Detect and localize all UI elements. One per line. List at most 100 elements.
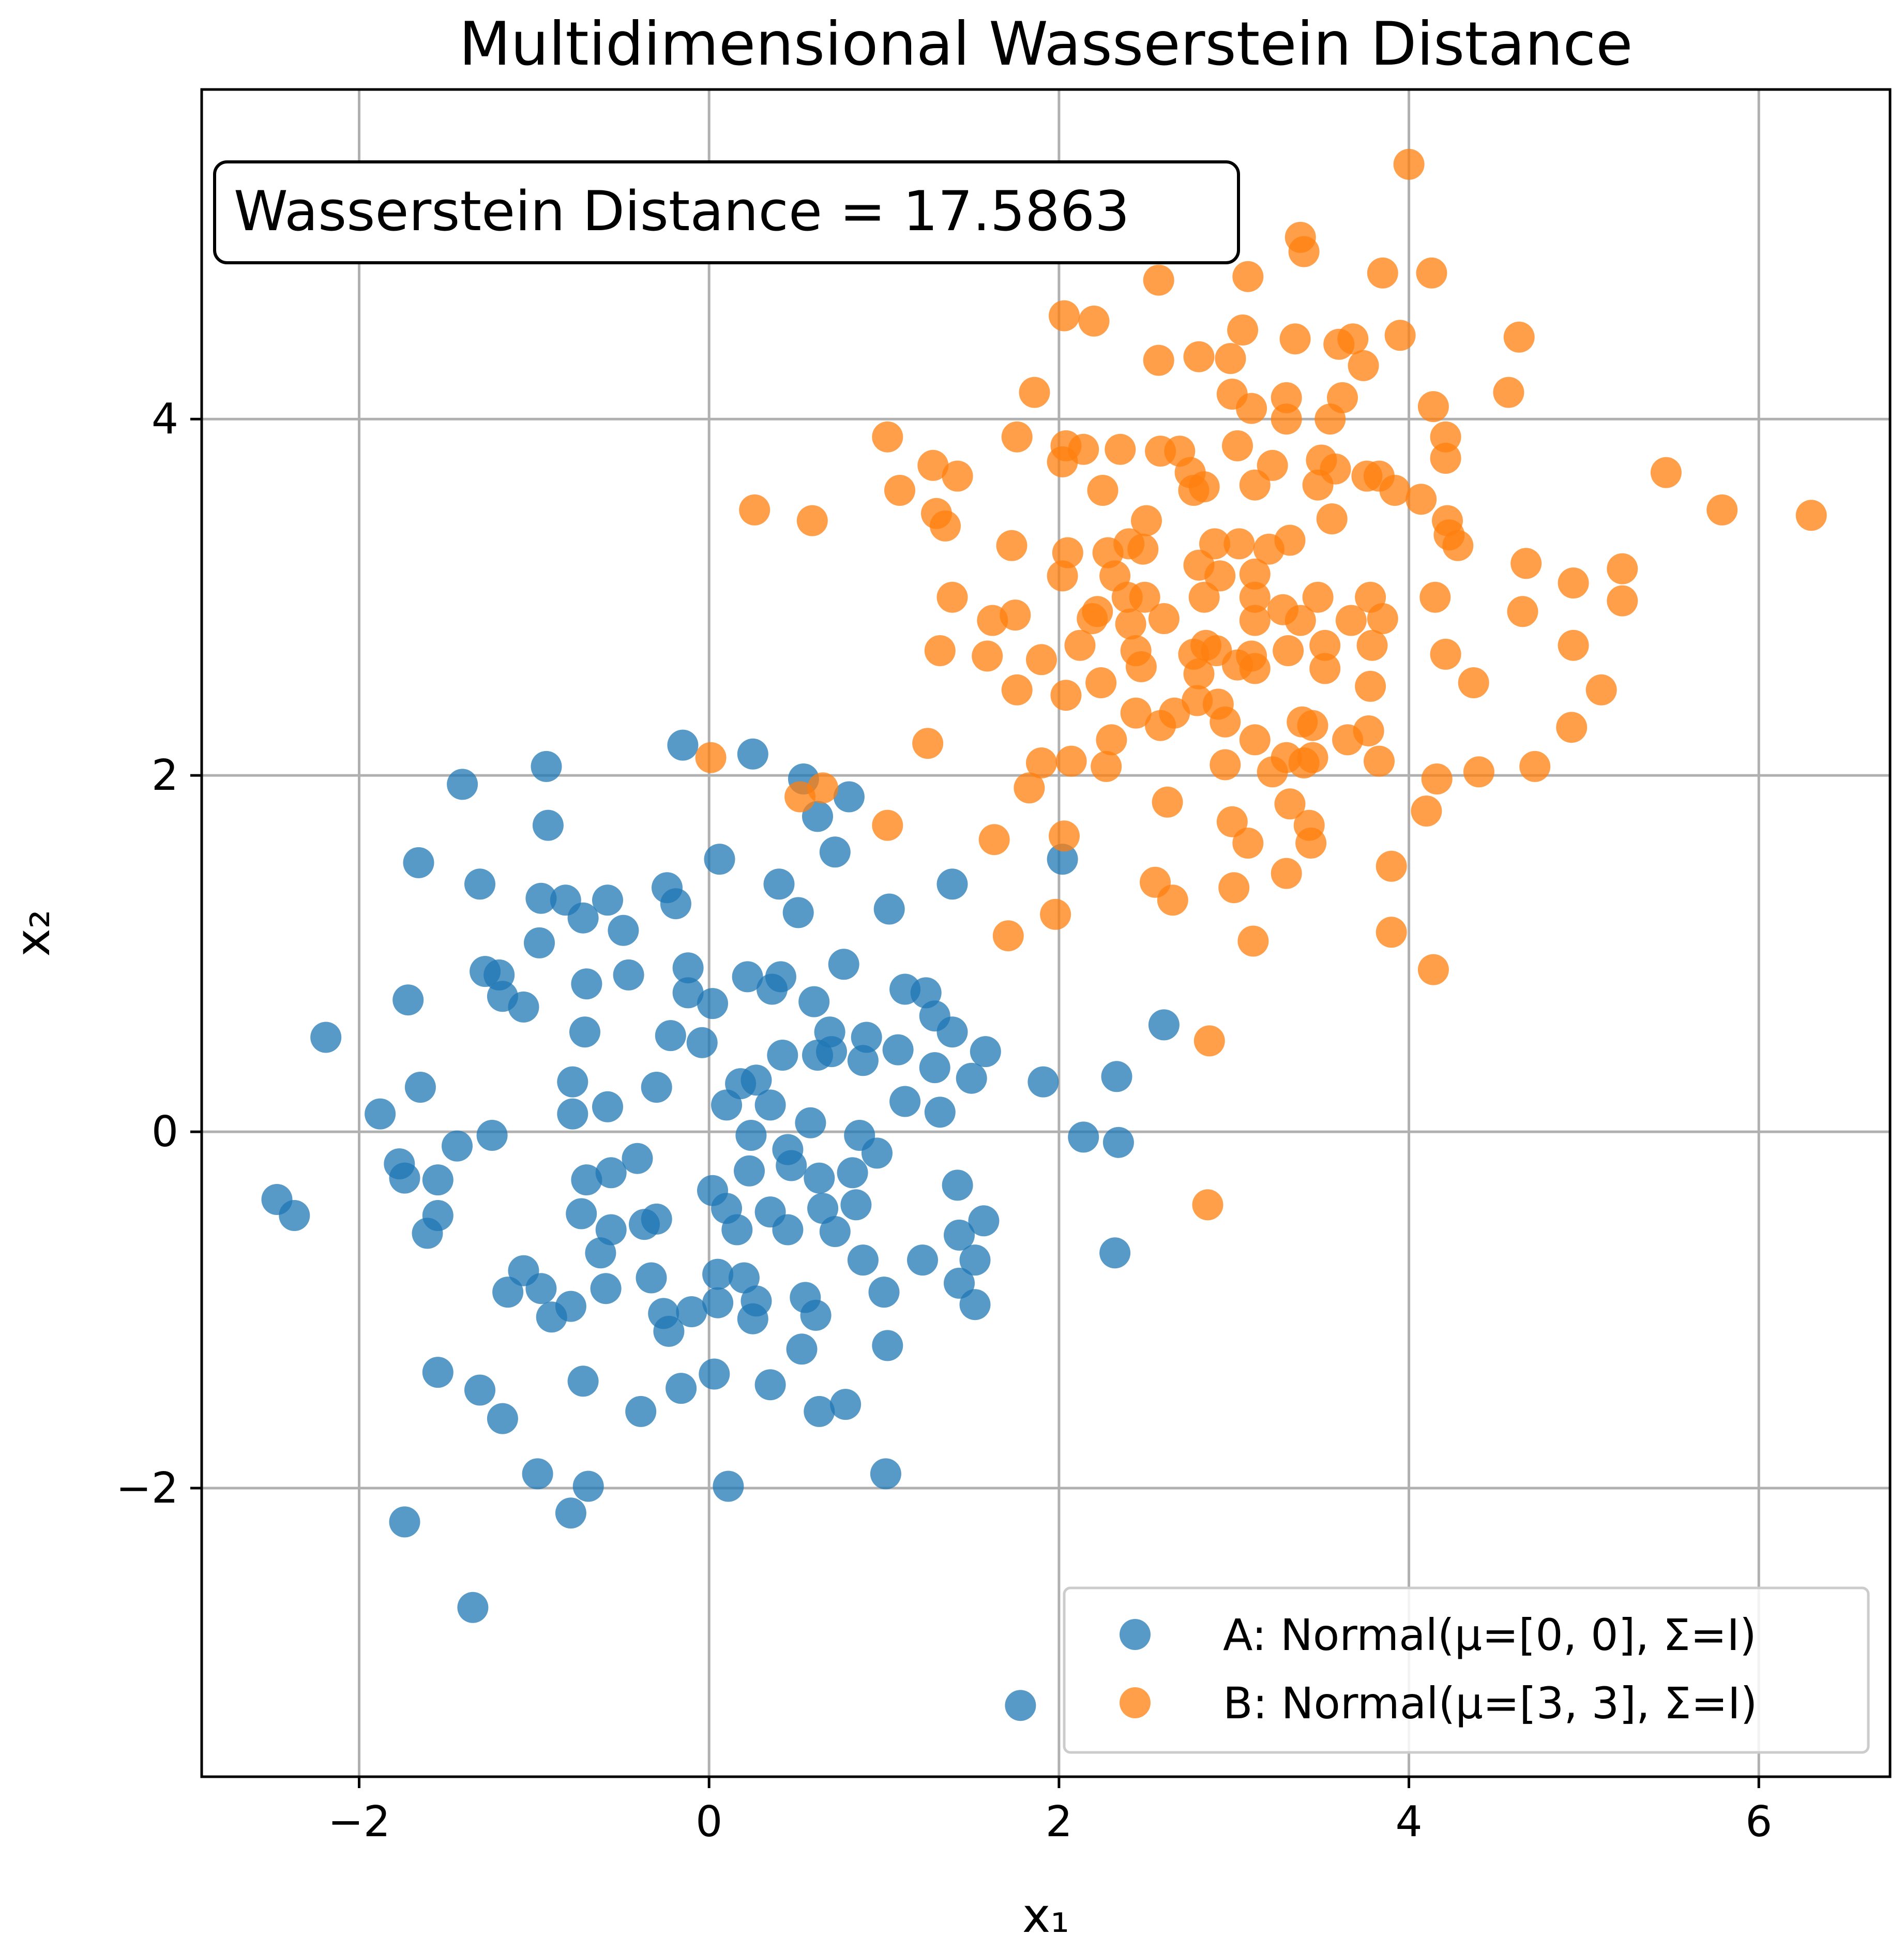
point-series-a	[702, 1258, 734, 1290]
point-series-b	[1237, 925, 1269, 957]
point-series-b	[1257, 756, 1288, 788]
point-series-a	[828, 949, 859, 980]
point-series-b	[912, 728, 944, 759]
point-series-a	[847, 1244, 879, 1276]
point-series-a	[1102, 1127, 1134, 1158]
point-series-b	[1239, 469, 1271, 501]
point-series-b	[1210, 706, 1241, 738]
point-series-a	[566, 1198, 597, 1229]
point-series-b	[942, 460, 973, 492]
point-series-a	[1047, 844, 1078, 875]
point-series-a	[557, 1098, 588, 1130]
point-series-b	[1127, 533, 1159, 565]
point-series-a	[833, 781, 865, 813]
point-series-a	[492, 1277, 524, 1308]
point-series-b	[807, 772, 839, 804]
point-series-b	[1047, 446, 1078, 477]
point-series-b	[1356, 629, 1388, 661]
point-series-b	[1271, 858, 1302, 889]
point-series-b	[1442, 530, 1474, 561]
point-series-a	[711, 1089, 742, 1121]
point-series-b	[1143, 344, 1174, 376]
point-series-a	[737, 1303, 768, 1334]
point-series-b	[992, 920, 1024, 952]
point-series-a	[936, 1016, 968, 1048]
point-series-b	[1239, 605, 1271, 636]
point-series-b	[1355, 670, 1386, 702]
point-series-a	[457, 1592, 489, 1623]
point-series-b	[1510, 548, 1542, 579]
point-series-a	[804, 1396, 835, 1427]
point-series-b	[1519, 751, 1551, 782]
point-series-b	[1458, 667, 1489, 698]
point-series-a	[525, 1273, 557, 1304]
point-series-b	[1421, 763, 1453, 794]
point-series-a	[873, 893, 905, 925]
y-tick-label: 4	[152, 395, 178, 444]
point-series-b	[1019, 377, 1050, 408]
point-series-b	[1050, 680, 1082, 711]
point-series-a	[721, 1214, 753, 1246]
point-series-a	[819, 1216, 851, 1247]
point-series-a	[572, 1471, 604, 1502]
data-points	[261, 148, 1827, 1721]
point-series-b	[1795, 500, 1827, 531]
point-series-a	[608, 914, 639, 946]
point-series-b	[1376, 917, 1407, 948]
point-series-a	[667, 729, 699, 761]
point-series-b	[1216, 806, 1248, 837]
point-series-a	[625, 1396, 657, 1427]
point-series-b	[1001, 421, 1033, 453]
point-series-b	[1129, 581, 1160, 613]
point-series-b	[872, 809, 903, 841]
point-series-b	[1297, 710, 1328, 741]
point-series-a	[592, 884, 623, 916]
point-series-a	[697, 988, 728, 1019]
point-series-b	[1183, 658, 1215, 689]
point-series-a	[525, 882, 557, 914]
point-series-a	[522, 1458, 553, 1490]
point-series-a	[907, 1244, 938, 1276]
point-series-b	[972, 640, 1003, 672]
plot-frame	[200, 88, 1892, 1778]
point-series-b	[1507, 596, 1538, 627]
point-series-a	[959, 1244, 991, 1276]
point-series-a	[782, 897, 814, 928]
point-series-a	[442, 1130, 473, 1162]
point-series-a	[622, 1143, 653, 1174]
point-series-a	[672, 977, 704, 1009]
point-series-a	[1099, 1237, 1131, 1269]
wasserstein-annotation: Wasserstein Distance = 17.5863	[213, 160, 1240, 264]
point-series-a	[555, 1497, 586, 1529]
legend-marker	[1120, 1619, 1151, 1650]
point-series-a	[392, 984, 424, 1016]
x-tick-label: 2	[1046, 1797, 1072, 1847]
point-series-b	[1417, 391, 1449, 423]
point-series-b	[1125, 651, 1157, 682]
point-series-a	[862, 1137, 893, 1169]
point-series-b	[884, 475, 915, 506]
point-series-a	[924, 1097, 956, 1128]
legend-marker	[1120, 1687, 1151, 1718]
point-series-a	[851, 1022, 882, 1053]
point-series-a	[686, 1027, 718, 1058]
point-series-a	[653, 1315, 685, 1347]
point-series-a	[592, 1091, 623, 1122]
point-series-b	[1295, 828, 1327, 859]
legend-label: A: Normal(μ=[0, 0], Σ=I)	[1223, 1610, 1757, 1660]
legend-items: A: Normal(μ=[0, 0], Σ=I) B: Normal(μ=[3, …	[1120, 1610, 1757, 1729]
point-series-a	[571, 1164, 602, 1196]
point-series-a	[567, 1366, 599, 1397]
point-series-b	[1215, 343, 1246, 374]
point-series-a	[571, 968, 602, 1000]
point-series-b	[924, 635, 956, 666]
point-series-a	[655, 1020, 686, 1052]
point-series-a	[807, 1193, 839, 1224]
point-series-b	[695, 742, 727, 773]
point-series-b	[1077, 603, 1108, 634]
point-series-b	[1430, 638, 1461, 670]
point-series-b	[1087, 475, 1119, 506]
point-series-b	[1091, 751, 1122, 782]
point-series-a	[532, 809, 564, 841]
